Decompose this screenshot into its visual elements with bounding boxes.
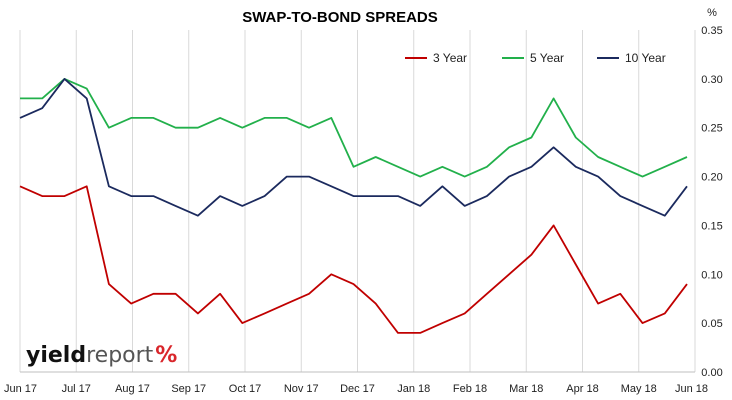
x-tick-label: Jan 18 (397, 383, 430, 395)
x-tick-label: Aug 17 (115, 383, 150, 395)
y-axis-labels: 0.00 0.05 0.10 0.15 0.20 0.25 0.30 0.35 (701, 25, 722, 379)
y-tick-label: 0.35 (701, 25, 722, 37)
chart-title: SWAP-TO-BOND SPREADS (242, 9, 438, 26)
x-tick-label: Jun 18 (675, 383, 708, 395)
svg-text:yieldreport%: yieldreport% (26, 343, 177, 368)
legend-label: 3 Year (433, 51, 467, 65)
x-tick-label: Nov 17 (284, 383, 319, 395)
yieldreport-logo: yieldreport% (26, 343, 177, 368)
x-tick-label: Sep 17 (171, 383, 206, 395)
series-line-3-year (19, 185, 688, 334)
x-tick-label: Apr 18 (566, 383, 598, 395)
y-tick-label: 0.10 (701, 269, 722, 281)
grid (19, 30, 696, 373)
legend: 3 Year 5 Year 10 Year (405, 51, 666, 65)
y-axis-unit: % (707, 7, 717, 19)
x-tick-label: Feb 18 (453, 383, 487, 395)
y-tick-label: 0.05 (701, 318, 722, 330)
logo-text-percent: % (155, 343, 177, 368)
x-tick-label: Dec 17 (340, 383, 375, 395)
x-tick-label: Jun 17 (4, 383, 37, 395)
y-tick-label: 0.00 (701, 367, 722, 379)
series-line-10-year (19, 78, 688, 217)
legend-label: 5 Year (530, 51, 564, 65)
x-tick-label: Mar 18 (509, 383, 543, 395)
y-tick-label: 0.25 (701, 123, 722, 135)
y-tick-label: 0.20 (701, 172, 722, 184)
logo-text-yield: yield (26, 343, 86, 368)
x-tick-label: Oct 17 (229, 383, 261, 395)
y-tick-label: 0.15 (701, 220, 722, 232)
x-tick-label: Jul 17 (62, 383, 91, 395)
legend-label: 10 Year (625, 51, 666, 65)
x-axis-labels: Jun 17 Jul 17 Aug 17 Sep 17 Oct 17 Nov 17 Dec … (4, 383, 708, 395)
y-tick-label: 0.30 (701, 74, 722, 86)
x-tick-label: May 18 (621, 383, 657, 395)
series-lines (19, 78, 688, 334)
series-line-5-year (20, 78, 688, 178)
logo-text-report: report (86, 343, 154, 368)
